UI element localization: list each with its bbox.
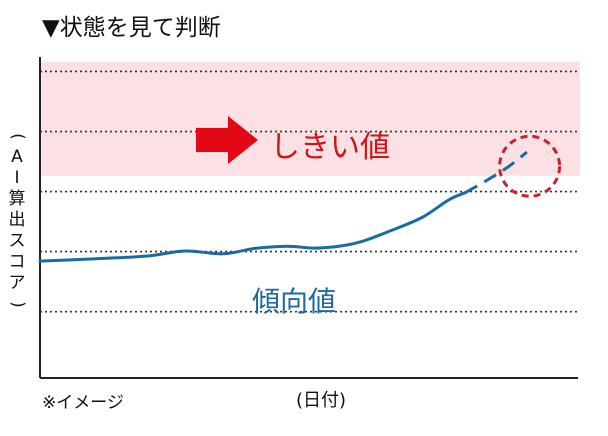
chart-title: ▼状態を見て判断 [42,15,221,41]
highlight-circle [498,134,562,198]
threshold-band [40,62,580,176]
threshold-label: しきい値 [270,130,390,165]
x-axis-label: (日付) [296,390,347,411]
trend-label: 傾向値 [252,285,337,318]
y-axis-label: ( A I 算 出 ス コ ア ) [7,133,28,308]
image-note: ※イメージ [42,393,124,413]
trend-line-forecast [464,150,528,195]
arrow-icon [196,116,258,164]
trend-line [38,191,467,263]
